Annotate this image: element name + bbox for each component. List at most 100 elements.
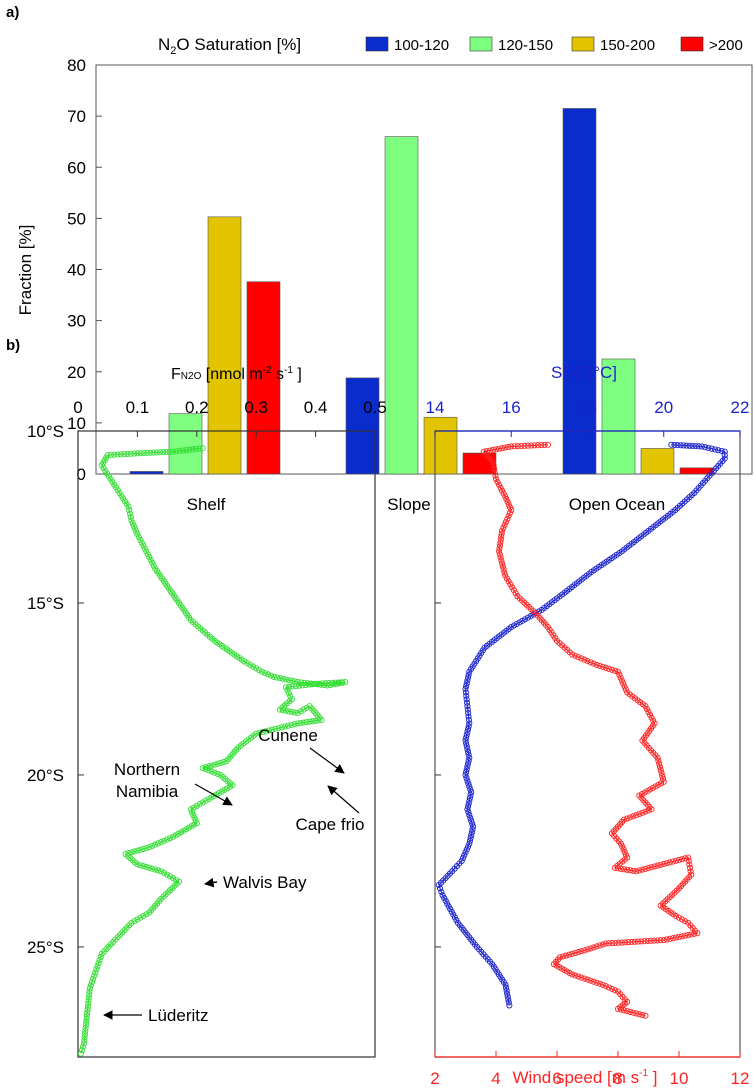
bar: [384, 136, 419, 475]
sst-wind-series: [435, 441, 728, 1019]
flux-point: [125, 503, 132, 510]
flux-point: [279, 675, 286, 682]
flux-point: [297, 719, 304, 726]
flux-point: [80, 1040, 87, 1047]
sst-point: [464, 706, 471, 713]
wind-point: [538, 442, 545, 449]
flux-point: [86, 985, 93, 992]
sst-point: [463, 696, 470, 703]
wind-point: [618, 865, 625, 872]
sst-tick-label: 14: [426, 398, 445, 417]
wind-point: [611, 667, 619, 674]
sst-point: [674, 442, 681, 449]
sst-point: [464, 674, 472, 681]
wind-point: [491, 469, 498, 476]
panel-a-y-axis-label: Fraction [%]: [16, 225, 35, 316]
wind-point: [495, 481, 503, 488]
wind-point: [596, 662, 603, 669]
wind-point: [660, 860, 667, 868]
lat-tick-label: 25°S: [27, 938, 64, 957]
flux-point: [85, 997, 92, 1004]
flux-point: [256, 729, 263, 736]
sst-tick-label: 18: [578, 398, 597, 417]
arrow-walvis-bay-head: [204, 877, 218, 888]
wind-point: [608, 666, 615, 673]
wind-point: [642, 1012, 649, 1019]
wind-point: [645, 708, 652, 715]
wind-point: [658, 769, 665, 776]
flux-point: [191, 814, 198, 821]
flux-point: [164, 871, 171, 878]
wind-point: [645, 807, 652, 814]
sst-point: [467, 786, 474, 793]
sst-point: [465, 757, 472, 764]
wind-point: [694, 930, 701, 937]
sst-point: [463, 769, 470, 776]
flux-x-tick-label: 0: [73, 398, 82, 417]
bar: [601, 358, 636, 475]
wind-point: [499, 487, 506, 494]
wind-point: [645, 864, 652, 872]
flux-point: [141, 545, 148, 552]
flux-point: [241, 658, 248, 665]
wind-point: [636, 1011, 643, 1018]
flux-point: [93, 966, 100, 973]
wind-point: [507, 581, 514, 588]
arrow-cape-frio: [327, 785, 360, 814]
wind-point: [669, 935, 676, 942]
flux-point: [129, 520, 136, 527]
sst-point: [505, 999, 512, 1006]
y-tick-label: 70: [67, 107, 86, 126]
flux-point: [88, 978, 96, 986]
flux-point: [276, 706, 284, 713]
sst-point: [671, 441, 678, 448]
wind-tick-label: 2: [430, 1069, 439, 1088]
bar: [207, 216, 242, 475]
wind-point: [605, 984, 612, 991]
sst-wind-axes: 14 16 18 20 222 4 6 8 10 12: [426, 398, 750, 1088]
sst-point: [465, 780, 472, 787]
flux-point: [312, 680, 319, 687]
flux-point: [130, 522, 137, 529]
sst-point: [469, 826, 476, 833]
wind-point: [651, 937, 658, 944]
wind-point: [521, 442, 528, 449]
sst-point: [464, 748, 472, 756]
wind-point: [611, 987, 619, 994]
sst-point: [702, 444, 709, 451]
flux-point: [214, 760, 221, 767]
wind-point: [499, 560, 506, 567]
bar: [246, 281, 281, 475]
sst-point: [463, 692, 470, 699]
wind-point: [483, 448, 490, 455]
wind-point: [627, 814, 634, 821]
wind-point: [660, 937, 667, 944]
flux-point: [96, 957, 103, 964]
flux-point: [196, 801, 203, 808]
wind-point: [563, 952, 570, 959]
flux-point: [161, 869, 168, 877]
panel-a-legend: N2O Saturation [%] 100-120 120-150 150-200…: [158, 35, 743, 57]
wind-point: [687, 868, 694, 875]
flux-point: [205, 767, 212, 774]
wind-point: [605, 665, 612, 672]
flux-point: [202, 766, 209, 773]
flux-point: [186, 446, 193, 453]
flux-point: [143, 911, 150, 918]
flux-point: [273, 674, 281, 681]
sst-point: [466, 840, 473, 847]
flux-point: [282, 684, 289, 691]
sst-point: [677, 442, 684, 449]
wind-point: [512, 590, 519, 597]
wind-point: [511, 443, 518, 450]
flux-plot-frame: [77, 430, 376, 1058]
wind-point: [657, 861, 664, 868]
legend-label: 100-120: [394, 37, 449, 54]
wind-point: [593, 979, 600, 986]
flux-point: [285, 722, 292, 729]
flux-point: [276, 675, 284, 682]
wind-tick-label: 12: [731, 1069, 750, 1088]
flux-point: [137, 862, 144, 869]
flux-point: [300, 706, 307, 713]
sst-point: [466, 754, 473, 761]
